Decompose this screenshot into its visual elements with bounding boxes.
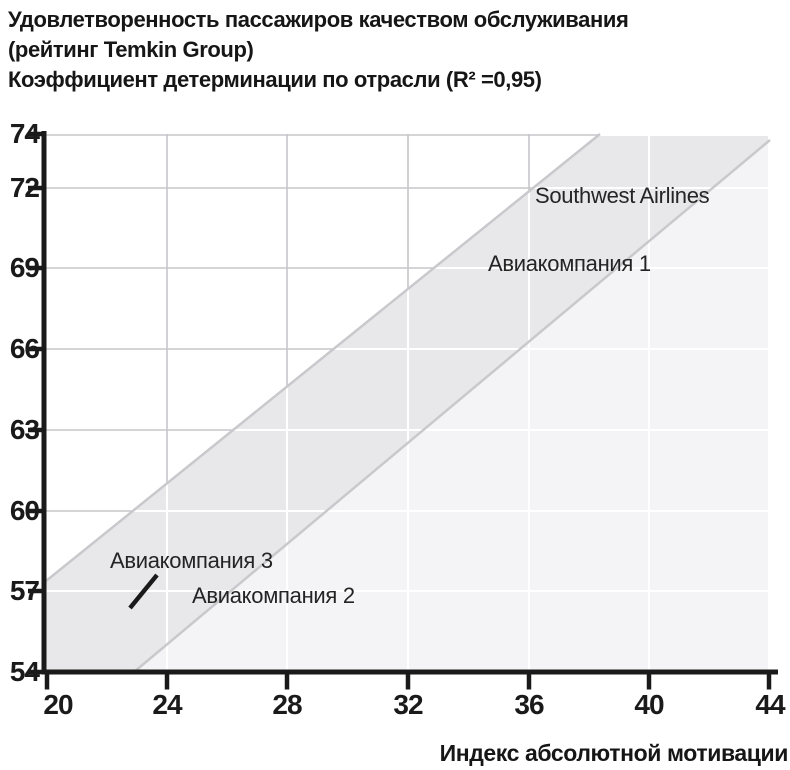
band-upper-edge <box>45 133 601 582</box>
y-tick-label-72: 72 <box>9 172 40 203</box>
y-tick-label-66: 66 <box>9 333 40 364</box>
y-tick-label-57: 57 <box>9 575 40 606</box>
y-tick-marks <box>28 131 42 675</box>
annotation-airline-3: Авиакомпания 3 <box>110 548 273 573</box>
x-tick-label-24: 24 <box>152 689 182 720</box>
band-lower-edge <box>133 139 771 673</box>
y-tick-label-74: 74 <box>9 118 40 149</box>
x-tick-label-32: 32 <box>393 689 423 720</box>
chart-title-line-1: Удовлетворенность пассажиров качеством о… <box>8 7 629 32</box>
annotation-southwest-airlines: Southwest Airlines <box>535 183 710 208</box>
airline-marker-slash <box>128 573 159 610</box>
x-tick-label-20: 20 <box>43 689 73 720</box>
annotation-airline-1: Авиакомпания 1 <box>488 251 651 276</box>
chart-subtitle-r-squared: Коэффициент детерминации по отрасли (R² … <box>8 67 542 92</box>
y-tick-label-63: 63 <box>9 414 40 445</box>
annotation-airline-2: Авиакомпания 2 <box>192 583 355 608</box>
y-tick-label-60: 60 <box>9 495 40 526</box>
chart-header: Удовлетворенность пассажиров качеством о… <box>8 5 629 95</box>
x-tick-label-40: 40 <box>634 689 664 720</box>
y-tick-label-54: 54 <box>9 656 40 687</box>
chart-title-line-2: (рейтинг Temkin Group) <box>8 37 254 62</box>
x-tick-marks <box>44 674 772 690</box>
x-tick-label-28: 28 <box>272 689 302 720</box>
x-tick-label-36: 36 <box>514 689 544 720</box>
x-axis-title: Индекс абсолютной мотивации <box>439 740 789 766</box>
x-tick-label-44: 44 <box>755 689 785 720</box>
y-tick-label-69: 69 <box>9 252 40 283</box>
